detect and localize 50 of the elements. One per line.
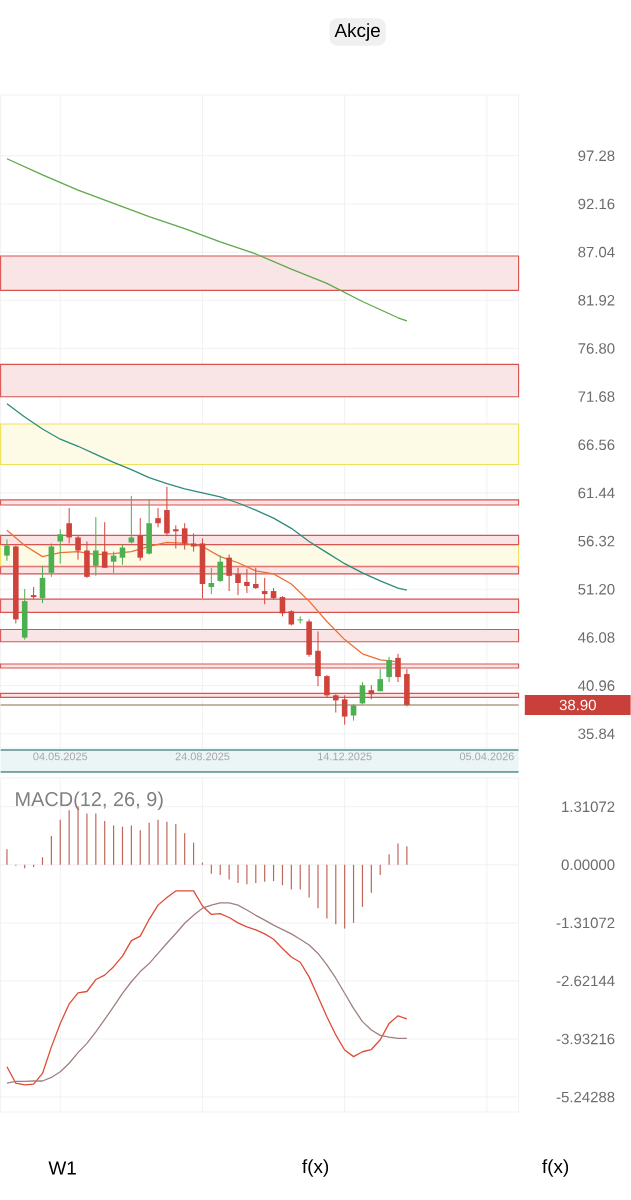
- candlestick: [333, 693, 339, 714]
- y-tick-label: 71.68: [578, 391, 615, 402]
- y-tick-label: 0.00000: [561, 859, 615, 871]
- y-tick-label: 87.04: [578, 246, 615, 258]
- candlestick: [137, 517, 144, 562]
- candlestick: [395, 653, 401, 683]
- candlestick: [155, 507, 161, 528]
- y-tick-label: 92.16: [578, 198, 615, 210]
- y-tick-label: 35.84: [578, 728, 615, 740]
- y-tick-label: 76.80: [578, 343, 615, 354]
- text: W1: [48, 1161, 76, 1175]
- y-tick-label: -5.24288: [556, 1091, 615, 1103]
- text: Akcje: [334, 23, 380, 41]
- candlestick: [226, 554, 233, 592]
- candlestick: [66, 507, 73, 544]
- y-tick-label: 40.96: [578, 680, 615, 691]
- candlestick: [324, 674, 330, 698]
- y-tick-label: -2.62144: [556, 975, 615, 987]
- candlestick: [75, 534, 81, 561]
- candlestick: [164, 486, 170, 536]
- x-tick-label: 04.05.2025: [33, 752, 88, 761]
- line-series: [6, 403, 408, 591]
- y-tick-label: 66.56: [578, 439, 615, 451]
- candlestick: [235, 567, 241, 596]
- candlestick: [57, 528, 64, 565]
- candlestick: [244, 568, 250, 594]
- text: f(x): [302, 1159, 329, 1177]
- text: f(x): [542, 1159, 569, 1177]
- candlestick: [93, 516, 99, 577]
- y-tick-label: 56.32: [578, 535, 615, 547]
- line-series: [6, 158, 408, 322]
- y-tick-label: 46.08: [578, 632, 615, 643]
- ref-line-label: 38.90: [559, 699, 596, 711]
- text: MACD(12, 26, 9): [16, 791, 163, 811]
- y-tick-label: 51.20: [578, 583, 615, 595]
- candlestick: [386, 656, 392, 683]
- y-tick-label: 97.28: [578, 150, 615, 162]
- candlestick: [4, 538, 10, 562]
- x-tick-label: 24.08.2025: [175, 752, 230, 761]
- y-tick-label: 1.31072: [562, 801, 615, 813]
- candlestick: [173, 524, 179, 550]
- x-tick-label: 05.04.2026: [459, 752, 514, 761]
- candlestick: [253, 567, 259, 590]
- candlestick: [217, 555, 224, 583]
- candlestick: [102, 521, 108, 569]
- y-tick-label: -3.93216: [556, 1033, 615, 1045]
- y-tick-label: 61.44: [578, 487, 615, 499]
- x-tick-label: 14.12.2025: [318, 752, 372, 761]
- y-tick-label: 81.92: [578, 294, 615, 306]
- y-tick-label: -1.31072: [556, 917, 615, 929]
